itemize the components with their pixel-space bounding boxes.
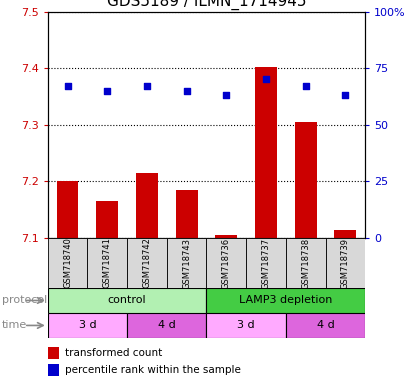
Text: 4 d: 4 d — [317, 320, 334, 331]
Bar — [127, 313, 207, 338]
Text: GSM718743: GSM718743 — [182, 238, 191, 288]
Text: percentile rank within the sample: percentile rank within the sample — [65, 365, 241, 375]
Text: 4 d: 4 d — [158, 320, 176, 331]
Title: GDS5189 / ILMN_1714945: GDS5189 / ILMN_1714945 — [107, 0, 306, 10]
Point — [342, 92, 349, 98]
Bar — [48, 288, 207, 313]
Point — [64, 83, 71, 89]
Bar — [57, 181, 78, 238]
Text: 3 d: 3 d — [78, 320, 96, 331]
Bar — [286, 238, 325, 288]
Text: 3 d: 3 d — [237, 320, 255, 331]
Point — [144, 83, 150, 89]
Text: GSM718736: GSM718736 — [222, 237, 231, 289]
Bar — [48, 347, 59, 359]
Bar — [96, 201, 118, 238]
Bar — [136, 173, 158, 238]
Bar — [48, 313, 127, 338]
Bar — [207, 238, 246, 288]
Text: GSM718741: GSM718741 — [103, 238, 112, 288]
Bar — [207, 288, 365, 313]
Text: GSM718739: GSM718739 — [341, 238, 350, 288]
Bar — [255, 67, 277, 238]
Point — [303, 83, 309, 89]
Text: LAMP3 depletion: LAMP3 depletion — [239, 295, 332, 306]
Point — [263, 76, 269, 83]
Bar — [167, 238, 207, 288]
Text: GSM718742: GSM718742 — [142, 238, 151, 288]
Point — [223, 92, 229, 98]
Bar — [88, 238, 127, 288]
Text: protocol: protocol — [2, 295, 47, 306]
Point — [104, 88, 110, 94]
Text: GSM718738: GSM718738 — [301, 237, 310, 289]
Text: time: time — [2, 320, 27, 331]
Bar — [48, 238, 88, 288]
Bar — [207, 313, 286, 338]
Text: transformed count: transformed count — [65, 348, 162, 358]
Bar — [127, 238, 167, 288]
Bar — [215, 235, 237, 238]
Bar — [176, 190, 198, 238]
Bar — [286, 313, 365, 338]
Bar — [48, 364, 59, 376]
Point — [183, 88, 190, 94]
Text: GSM718740: GSM718740 — [63, 238, 72, 288]
Text: control: control — [108, 295, 146, 306]
Bar — [334, 230, 356, 238]
Bar — [295, 122, 317, 238]
Text: GSM718737: GSM718737 — [261, 237, 271, 289]
Bar — [246, 238, 286, 288]
Bar — [325, 238, 365, 288]
